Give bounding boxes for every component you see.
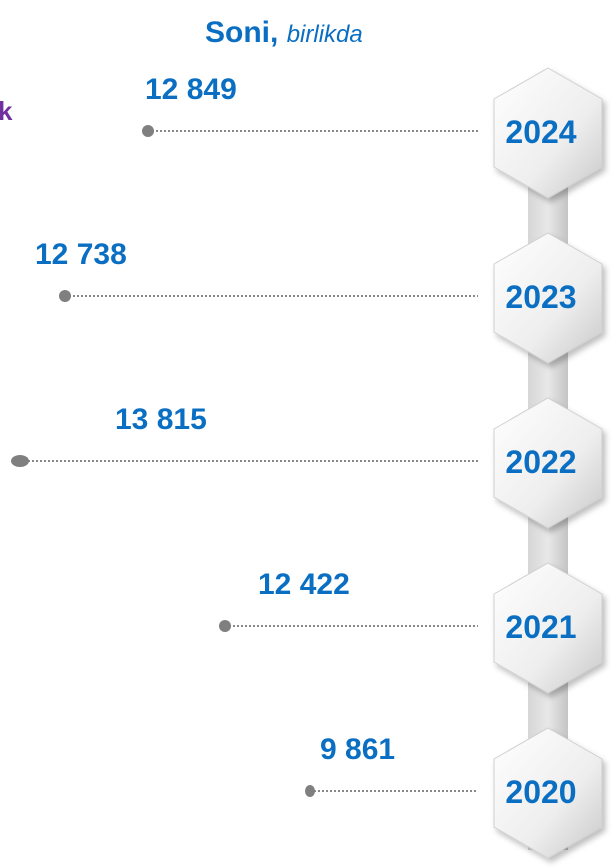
year-label: 2024 bbox=[505, 114, 576, 150]
year-hexagon bbox=[493, 67, 603, 199]
leader-dot bbox=[305, 785, 315, 797]
value-label: 12 738 bbox=[35, 238, 127, 271]
title-text: Soni, bbox=[205, 16, 278, 49]
leader-dot bbox=[142, 125, 154, 137]
subtitle: birlikda bbox=[287, 21, 363, 48]
year-hexagon bbox=[493, 727, 603, 859]
title: Soni, birlikda bbox=[205, 16, 363, 49]
leader-dot bbox=[59, 290, 71, 302]
leader-dot bbox=[11, 455, 29, 467]
year-hexagon bbox=[493, 232, 603, 364]
year-label: 2022 bbox=[505, 444, 576, 480]
rows: 12 849 2024 12 738 2023 13 815 2022 12 422 2021… bbox=[11, 67, 603, 859]
side-label: k bbox=[0, 96, 13, 126]
year-hexagon bbox=[493, 397, 603, 529]
year-label: 2021 bbox=[505, 609, 576, 645]
value-label: 12 849 bbox=[145, 73, 237, 106]
year-label: 2023 bbox=[505, 279, 576, 315]
value-label: 12 422 bbox=[258, 568, 350, 601]
year-hexagon bbox=[493, 562, 603, 694]
value-label: 13 815 bbox=[115, 403, 207, 436]
year-label: 2020 bbox=[505, 774, 576, 810]
leader-dot bbox=[219, 620, 231, 632]
value-label: 9 861 bbox=[320, 733, 395, 766]
